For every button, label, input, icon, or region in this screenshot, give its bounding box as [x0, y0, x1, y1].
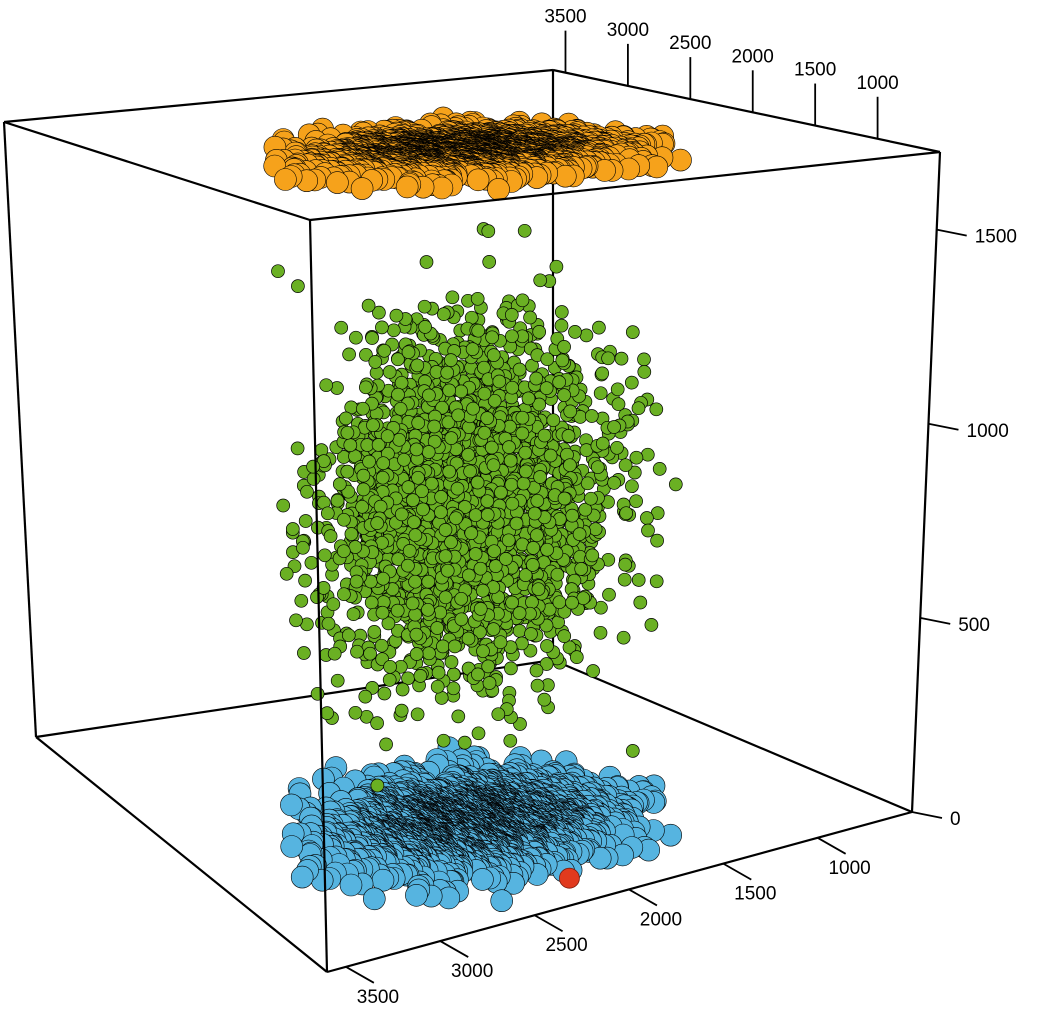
ceiling-point: [350, 177, 374, 200]
ceiling-point: [274, 168, 297, 191]
ceiling-point: [466, 168, 490, 192]
box-edge-back-floor-right: [552, 658, 913, 814]
ceiling-point: [395, 175, 419, 199]
ceiling-point: [553, 164, 577, 188]
floor-point: [490, 889, 514, 913]
floor-point: [471, 868, 494, 891]
ceiling-point: [326, 171, 349, 194]
ceiling-projection-points: [263, 106, 692, 201]
ceiling-point: [487, 178, 510, 201]
floor-projection-points: [280, 736, 683, 913]
